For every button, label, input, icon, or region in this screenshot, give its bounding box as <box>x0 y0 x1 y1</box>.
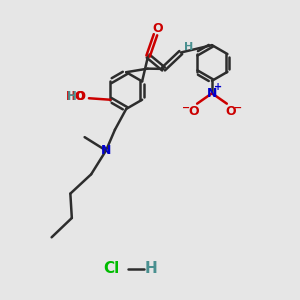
Text: +: + <box>214 82 223 92</box>
Text: O: O <box>225 105 236 118</box>
Text: H: H <box>67 90 76 103</box>
Text: N: N <box>101 144 111 157</box>
Text: H: H <box>145 261 158 276</box>
Text: N: N <box>207 87 217 101</box>
Text: Cl: Cl <box>103 261 119 276</box>
Text: H: H <box>184 42 194 52</box>
Text: −: − <box>234 103 242 113</box>
Text: O: O <box>75 90 85 103</box>
Text: O: O <box>152 22 163 35</box>
Text: −: − <box>182 103 190 113</box>
Text: HO: HO <box>66 90 86 103</box>
Text: O: O <box>188 105 199 118</box>
